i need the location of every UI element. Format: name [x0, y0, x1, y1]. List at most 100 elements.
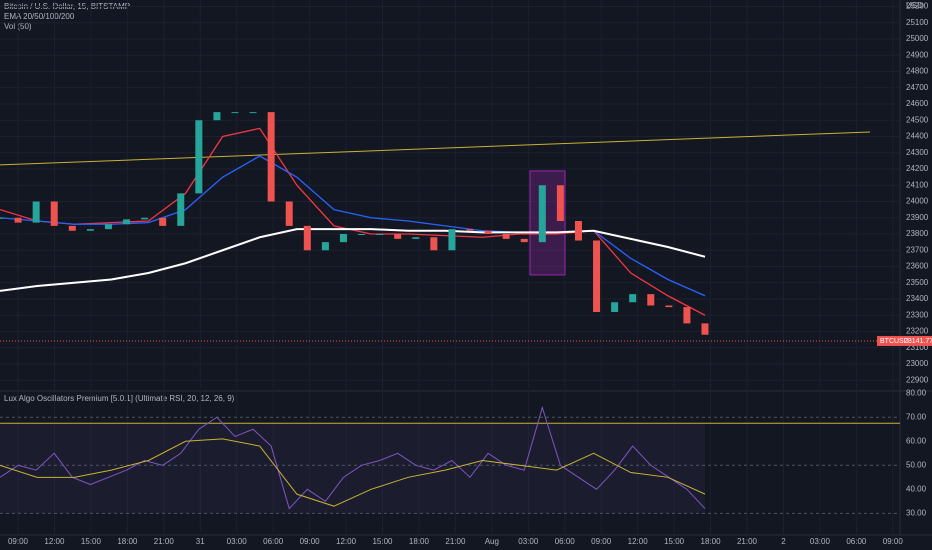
y-tick-label: 23000	[906, 359, 929, 368]
x-tick-label: 09:00	[883, 537, 904, 546]
candle	[123, 219, 131, 225]
candle	[32, 201, 40, 223]
x-tick-label: 18:00	[701, 537, 722, 546]
candle	[285, 201, 293, 226]
candle	[213, 112, 221, 121]
candle	[394, 234, 402, 239]
y-tick-label: 24100	[906, 180, 929, 189]
candle	[68, 225, 76, 231]
y-tick-label: 23700	[906, 245, 929, 254]
candle	[249, 112, 257, 114]
candle	[104, 224, 112, 230]
x-tick-label: 21:00	[737, 537, 758, 546]
candle	[665, 305, 673, 308]
candle	[448, 229, 456, 251]
y-tick-label: 23200	[906, 327, 929, 336]
candle	[556, 185, 564, 221]
candle	[574, 221, 582, 241]
oscillator-band	[0, 423, 705, 514]
osc-tick-label: 40.00	[906, 484, 927, 493]
candle	[647, 294, 655, 306]
x-tick-label: 15:00	[664, 537, 685, 546]
currency-label: USD	[906, 1, 923, 10]
candle	[267, 112, 275, 202]
candle	[466, 229, 474, 231]
x-tick-label: 06:00	[846, 537, 867, 546]
x-tick-label: 21:00	[445, 537, 466, 546]
candle	[538, 185, 546, 243]
candle	[430, 237, 438, 251]
candle	[520, 238, 528, 243]
x-tick-label: 06:00	[263, 537, 284, 546]
y-tick-label: 25200	[906, 2, 929, 11]
candle	[701, 323, 709, 335]
y-tick-label: 23300	[906, 310, 929, 319]
y-tick-label: 24600	[906, 99, 929, 108]
y-tick-label: 24700	[906, 83, 929, 92]
candle	[593, 240, 601, 312]
candle	[141, 217, 149, 220]
x-tick-label: 12:00	[336, 537, 357, 546]
x-tick-label: 03:00	[810, 537, 831, 546]
x-tick-label: 09:00	[591, 537, 612, 546]
osc-tick-label: 60.00	[906, 436, 927, 445]
ema-line	[0, 228, 706, 292]
oscillator-title: Lux Algo Oscillators Premium [5.0.1] (Ul…	[4, 394, 235, 403]
candle	[14, 217, 22, 223]
x-tick-label: 12:00	[628, 537, 649, 546]
price-tag-name: BTCUSD	[880, 338, 909, 345]
osc-tick-label: 70.00	[906, 412, 927, 421]
candle	[683, 307, 691, 324]
y-tick-label: 24200	[906, 164, 929, 173]
y-tick-label: 23100	[906, 343, 929, 352]
candle	[303, 225, 311, 251]
x-tick-label: 03:00	[227, 537, 248, 546]
candle	[177, 193, 185, 226]
y-tick-label: 22900	[906, 375, 929, 384]
osc-tick-label: 50.00	[906, 460, 927, 469]
x-tick-label: 18:00	[117, 537, 138, 546]
candle	[502, 234, 510, 239]
y-tick-label: 25000	[906, 34, 929, 43]
candle	[358, 234, 366, 235]
y-tick-label: 24400	[906, 132, 929, 141]
y-tick-label: 23800	[906, 229, 929, 238]
osc-tick-label: 80.00	[906, 388, 927, 397]
price-tag-value: 23141.77	[904, 338, 932, 345]
y-tick-label: 23400	[906, 294, 929, 303]
y-tick-label: 23900	[906, 213, 929, 222]
candle	[412, 237, 420, 239]
candle	[484, 230, 492, 234]
x-tick-label: 2	[781, 537, 786, 546]
x-tick-label: 15:00	[372, 537, 393, 546]
x-tick-label: Aug	[485, 537, 499, 546]
indicator-label: EMA 20/50/100/200	[4, 12, 75, 21]
rsi-line	[0, 405, 706, 510]
osc-tick-label: 30.00	[906, 508, 927, 517]
y-tick-label: 23600	[906, 262, 929, 271]
x-tick-label: 21:00	[154, 537, 175, 546]
x-tick-label: 03:00	[518, 537, 539, 546]
x-tick-label: 31	[196, 537, 205, 546]
candle	[231, 112, 239, 114]
candle	[86, 229, 94, 231]
x-tick-label: 15:00	[81, 537, 102, 546]
candle	[159, 217, 167, 226]
candle	[611, 302, 619, 312]
candle	[50, 201, 58, 226]
y-tick-label: 23500	[906, 278, 929, 287]
y-tick-label: 24800	[906, 67, 929, 76]
trendline	[0, 131, 871, 166]
candle	[629, 294, 637, 303]
signal-line	[0, 438, 706, 507]
candle	[195, 120, 203, 194]
y-tick-label: 25100	[906, 18, 929, 27]
x-tick-label: 09:00	[300, 537, 321, 546]
y-tick-label: 24900	[906, 50, 929, 59]
x-tick-label: 06:00	[555, 537, 576, 546]
y-tick-label: 24000	[906, 197, 929, 206]
candle	[0, 217, 4, 219]
candle	[321, 242, 329, 251]
